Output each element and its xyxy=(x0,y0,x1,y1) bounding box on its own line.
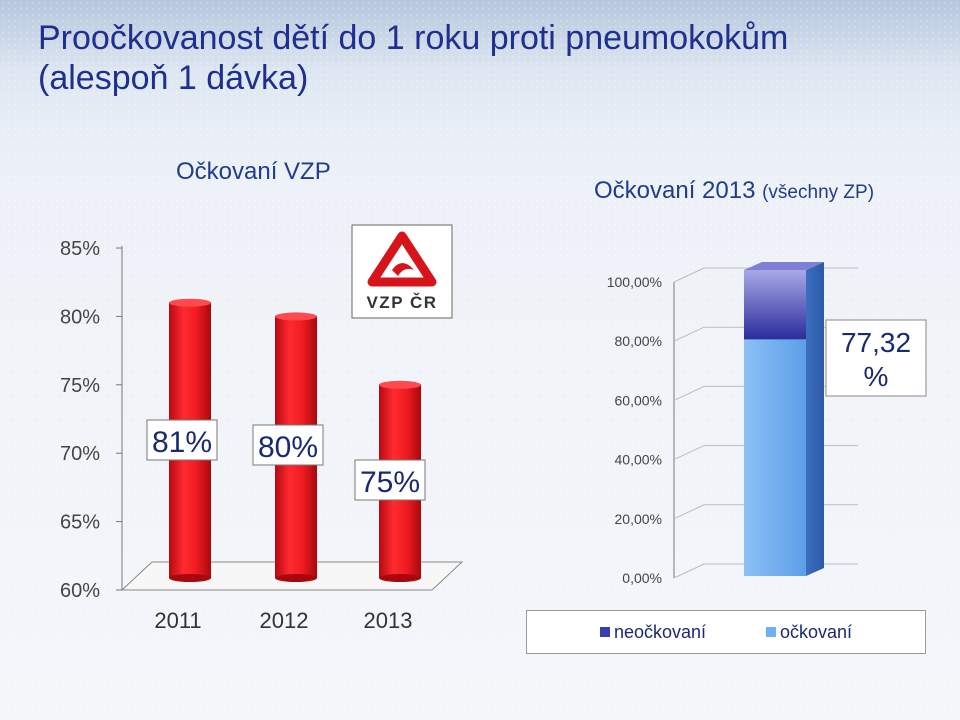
logo-swoosh-icon xyxy=(392,263,414,276)
left-chart-title: Očkovaní VZP xyxy=(176,158,331,185)
left-data-label: 75% xyxy=(360,466,420,499)
bar-top xyxy=(169,298,211,307)
right-data-label-box xyxy=(825,319,927,397)
left-data-label-box xyxy=(146,419,218,461)
right-chart-subtitle: (všechny ZP) xyxy=(762,182,875,203)
right-y-tick-label: 20,00% xyxy=(615,511,662,527)
logo-mark-icon xyxy=(367,231,437,287)
right-chart-title-main: Očkovaní 2013 xyxy=(594,177,756,204)
bar-top xyxy=(275,312,317,321)
legend-label-neockovani: neočkovaní xyxy=(613,621,707,642)
stack-side-face xyxy=(806,262,824,576)
left-data-label-box xyxy=(252,424,324,466)
left-y-tick-label: 80% xyxy=(60,306,100,328)
bar-base xyxy=(275,574,317,582)
right-chart-title: Očkovaní 2013 (všechny ZP) xyxy=(594,178,894,206)
left-data-label: 81% xyxy=(152,426,212,459)
right-y-tick-label: 0,00% xyxy=(622,570,662,586)
legend-item-ockovani: očkovaní xyxy=(766,622,852,643)
left-x-label: 2011 xyxy=(154,608,201,633)
left-data-label: 80% xyxy=(258,431,318,464)
stack-top-face xyxy=(744,262,824,270)
right-stacked-bar xyxy=(744,262,824,576)
stack-segment-ockovani xyxy=(744,339,806,576)
left-x-label: 2013 xyxy=(364,608,413,633)
left-x-label: 2012 xyxy=(260,608,309,633)
legend-swatch-neockovani xyxy=(599,627,610,637)
left-y-ticks: 60% 65% 70% 75% 80% 85% xyxy=(60,238,122,602)
left-data-label-box xyxy=(354,459,426,501)
logo-text: VZP ČR xyxy=(366,293,437,312)
legend-swatch-ockovani xyxy=(766,627,777,637)
right-y-ticks: 0,00% 20,00% 40,00% 60,00% 80,00% 100,00% xyxy=(607,274,662,586)
stack-segment-neockovani xyxy=(744,270,806,340)
slide-title: Proočkovanost dětí do 1 roku proti pneum… xyxy=(38,19,789,97)
left-bar-2011: 81% xyxy=(146,298,218,582)
left-y-tick-label: 85% xyxy=(60,238,100,260)
right-data-label: 77,32 % xyxy=(825,319,927,397)
right-y-tick-label: 80,00% xyxy=(615,333,662,349)
right-y-tick-label: 60,00% xyxy=(615,392,662,408)
right-y-tick-label: 40,00% xyxy=(615,452,662,468)
left-bars: 81% 80% 75% xyxy=(146,298,426,582)
legend-label-ockovani: očkovaní xyxy=(780,621,853,642)
right-data-label-line2: % xyxy=(864,361,889,392)
bar-top xyxy=(379,380,421,389)
left-bar-2013: 75% xyxy=(354,380,426,582)
right-data-label-line1: 77,32 xyxy=(841,327,911,358)
bar-base xyxy=(379,574,421,582)
left-y-tick-label: 65% xyxy=(60,512,100,534)
right-chart-legend: neočkovaní očkovaní xyxy=(526,610,926,654)
bar-base xyxy=(169,574,211,582)
legend-item-neockovani: neočkovaní xyxy=(599,621,707,643)
left-y-tick-label: 60% xyxy=(60,580,100,602)
left-y-tick-label: 75% xyxy=(60,375,100,397)
left-x-labels: 2011 2012 2013 xyxy=(154,608,412,633)
vzp-logo: VZP ČR xyxy=(351,224,453,319)
left-bar-2012: 80% xyxy=(252,312,324,582)
right-y-tick-label: 100,00% xyxy=(607,274,662,290)
left-y-tick-label: 70% xyxy=(60,443,100,465)
